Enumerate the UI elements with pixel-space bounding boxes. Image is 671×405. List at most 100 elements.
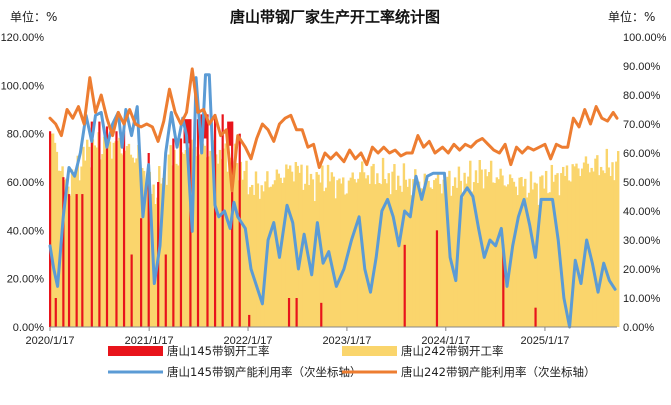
bar-242 xyxy=(383,179,387,327)
bar-242 xyxy=(342,177,345,327)
bar-145 xyxy=(221,114,224,327)
bar-242 xyxy=(110,158,114,327)
bar-145 xyxy=(320,302,323,327)
bar-242 xyxy=(254,171,258,327)
bar-242 xyxy=(571,164,574,327)
bar-242 xyxy=(129,154,133,327)
bar-145 xyxy=(67,194,71,327)
bar-242 xyxy=(594,158,597,327)
bar-242 xyxy=(366,175,370,327)
bar-242 xyxy=(93,145,97,327)
bar-242 xyxy=(440,193,444,327)
bar-242 xyxy=(82,146,85,327)
bar-242 xyxy=(499,168,502,327)
bar-145 xyxy=(403,244,406,327)
bar-242 xyxy=(161,177,165,327)
y-right-tick-label: 40.00% xyxy=(623,206,661,218)
y-left-tick-label: 40.00% xyxy=(7,225,45,237)
bar-242 xyxy=(84,160,87,327)
bar-242 xyxy=(518,177,521,327)
bar-242 xyxy=(529,171,533,327)
bar-242 xyxy=(144,187,148,327)
tangshan242-util-line xyxy=(48,67,619,193)
bar-242 xyxy=(556,173,559,327)
bar-242 xyxy=(467,176,470,327)
bar-242 xyxy=(317,174,320,327)
x-tick-label: 2025/1/17 xyxy=(520,335,569,347)
bar-145 xyxy=(502,244,505,327)
bar-242 xyxy=(368,183,371,327)
bar-242 xyxy=(131,157,134,327)
bar-242 xyxy=(177,165,180,327)
bar-242 xyxy=(169,145,172,327)
bar-242 xyxy=(488,172,491,327)
bar-145 xyxy=(172,138,175,327)
legend-swatch-145-open xyxy=(108,346,163,356)
bar-242 xyxy=(243,170,246,327)
bar-242 xyxy=(474,170,478,327)
bar-242 xyxy=(478,160,481,327)
bar-242 xyxy=(351,172,354,327)
legend-label-145-util: 唐山145带钢产能利用率（次坐标轴） xyxy=(167,365,361,379)
bar-242 xyxy=(285,164,288,327)
bar-242 xyxy=(562,166,565,327)
bar-242 xyxy=(508,174,512,327)
bar-145 xyxy=(213,114,217,327)
bar-242 xyxy=(101,154,104,327)
bar-242 xyxy=(569,181,572,327)
bar-242 xyxy=(86,139,89,327)
y-right-tick-label: 0.00% xyxy=(623,322,654,334)
bar-242 xyxy=(359,172,362,327)
bar-242 xyxy=(385,183,389,327)
bar-242 xyxy=(463,172,466,327)
bar-242 xyxy=(334,198,337,327)
bar-242 xyxy=(283,177,286,327)
bar-145 xyxy=(238,133,241,327)
bar-242 xyxy=(425,176,428,327)
bar-242 xyxy=(567,180,571,327)
bar-242 xyxy=(273,180,277,327)
bar-242 xyxy=(321,165,324,327)
bar-242 xyxy=(112,142,115,327)
bar-242 xyxy=(241,179,244,327)
bar-242 xyxy=(408,178,411,327)
bar-242 xyxy=(224,143,227,327)
y-right-tick-label: 90.00% xyxy=(623,61,661,73)
bar-242 xyxy=(565,165,569,327)
bar-242 xyxy=(108,141,112,327)
bar-242 xyxy=(577,168,580,327)
bar-242 xyxy=(497,179,500,327)
legend-label-242-util: 唐山242带钢产能利用率（次坐标轴） xyxy=(401,365,595,379)
bar-242 xyxy=(512,181,516,327)
bar-242 xyxy=(484,169,487,327)
y-right-tick-label: 60.00% xyxy=(623,148,661,160)
x-tick-label: 2020/1/17 xyxy=(26,335,75,347)
bar-145 xyxy=(179,138,183,327)
bar-242 xyxy=(469,160,472,327)
bar-242 xyxy=(292,181,296,327)
bar-242 xyxy=(560,173,563,327)
bar-242 xyxy=(410,195,413,327)
bar-242 xyxy=(118,137,121,327)
bar-145 xyxy=(534,307,537,327)
bar-242 xyxy=(461,197,464,327)
bar-242 xyxy=(372,163,375,327)
y-left-tick-label: 120.00% xyxy=(1,32,45,44)
bar-145 xyxy=(435,230,439,327)
bar-242 xyxy=(590,167,593,327)
bar-242 xyxy=(442,179,445,327)
bar-242 xyxy=(260,185,263,327)
bar-242 xyxy=(269,186,273,327)
bar-242 xyxy=(491,182,495,327)
bar-242 xyxy=(433,180,436,327)
bar-145 xyxy=(248,314,251,327)
bar-242 xyxy=(472,182,476,327)
bar-242 xyxy=(116,140,119,327)
bar-242 xyxy=(142,170,146,327)
x-tick-label: 2021/1/17 xyxy=(125,335,174,347)
bar-242 xyxy=(465,183,468,327)
bar-242 xyxy=(326,164,330,327)
bar-242 xyxy=(550,164,554,327)
bar-242 xyxy=(186,164,189,327)
bar-242 xyxy=(163,167,167,327)
